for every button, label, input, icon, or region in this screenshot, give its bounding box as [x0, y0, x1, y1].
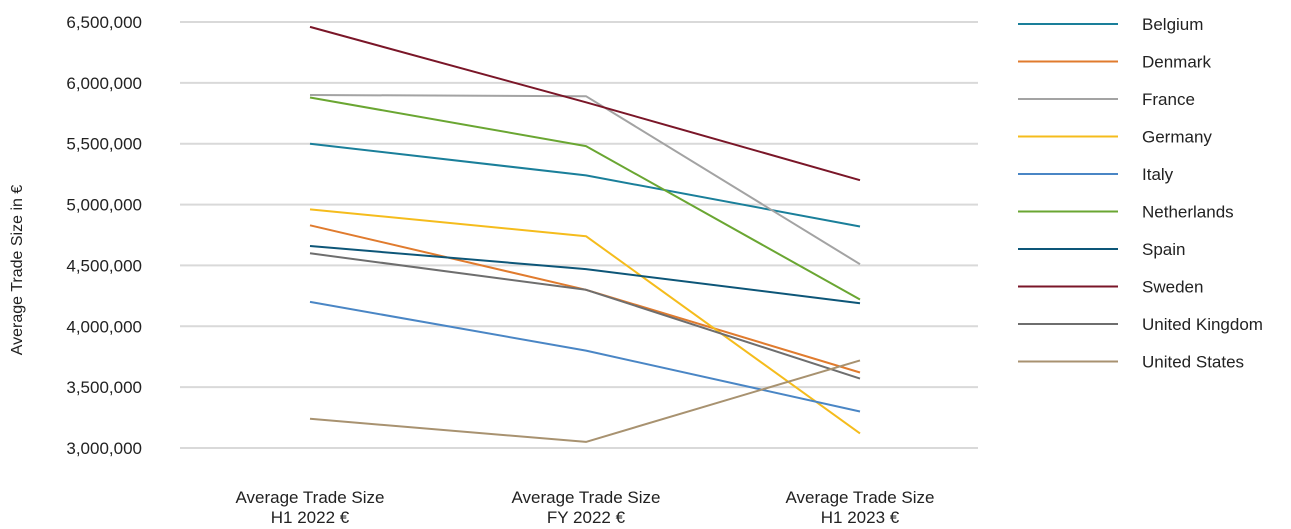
series-lines: [309, 25, 861, 443]
legend-item-united-kingdom: United Kingdom: [1018, 315, 1263, 334]
y-tick-label: 3,500,000: [66, 378, 142, 397]
y-tick-label: 4,500,000: [66, 256, 142, 275]
legend-item-spain: Spain: [1018, 240, 1185, 259]
legend-item-sweden: Sweden: [1018, 278, 1203, 297]
y-tick-label: 5,000,000: [66, 196, 142, 215]
legend-item-germany: Germany: [1018, 128, 1212, 147]
series-line-belgium: [309, 142, 861, 228]
y-tick-label: 5,500,000: [66, 135, 142, 154]
x-category-label-line: Average Trade Size: [786, 488, 935, 507]
series-line-spain: [309, 245, 861, 305]
y-tick-label: 6,500,000: [66, 13, 142, 32]
legend-item-italy: Italy: [1018, 165, 1174, 184]
y-tick-label: 3,000,000: [66, 439, 142, 458]
series-line-united-states: [309, 359, 861, 443]
legend-label: Denmark: [1142, 53, 1211, 72]
y-tick-label: 4,000,000: [66, 317, 142, 336]
legend-label: United Kingdom: [1142, 315, 1263, 334]
y-tick-label: 6,000,000: [66, 74, 142, 93]
legend-label: Italy: [1142, 165, 1174, 184]
legend-label: Germany: [1142, 128, 1212, 147]
series-line-sweden: [309, 25, 861, 182]
x-category-label: Average Trade Size FY 2022 €: [512, 488, 661, 527]
legend-item-netherlands: Netherlands: [1018, 203, 1234, 222]
x-category-label-line: FY 2022 €: [547, 508, 626, 527]
legend-item-france: France: [1018, 90, 1195, 109]
y-axis-ticks: 3,000,000 3,500,000 4,000,000 4,500,000 5,00…: [66, 13, 142, 458]
x-category-label-line: H1 2023 €: [821, 508, 900, 527]
legend-label: Spain: [1142, 240, 1185, 259]
x-category-label-line: Average Trade Size: [512, 488, 661, 507]
x-category-label-line: H1 2022 €: [271, 508, 350, 527]
x-category-label-line: Average Trade Size: [236, 488, 385, 507]
series-line-italy: [309, 300, 861, 413]
legend-item-denmark: Denmark: [1018, 53, 1211, 72]
legend-item-belgium: Belgium: [1018, 15, 1203, 34]
legend-label: Belgium: [1142, 15, 1203, 34]
x-axis-categories: Average Trade Size H1 2022 €Average Trade…: [236, 488, 935, 527]
x-category-label: Average Trade Size H1 2023 €: [786, 488, 935, 527]
y-axis-title: Average Trade Size in €: [9, 185, 26, 356]
x-category-label: Average Trade Size H1 2022 €: [236, 488, 385, 527]
series-line-france: [309, 94, 861, 266]
legend-label: France: [1142, 90, 1195, 109]
legend-item-united-states: United States: [1018, 353, 1244, 372]
series-line-united-kingdom: [309, 252, 861, 380]
legend-label: United States: [1142, 353, 1244, 372]
series-line-germany: [309, 208, 861, 435]
legend: Belgium Denmark France Germany Italy Netherla…: [1018, 15, 1263, 372]
legend-label: Sweden: [1142, 278, 1203, 297]
series-line-netherlands: [309, 96, 861, 301]
legend-label: Netherlands: [1142, 203, 1234, 222]
